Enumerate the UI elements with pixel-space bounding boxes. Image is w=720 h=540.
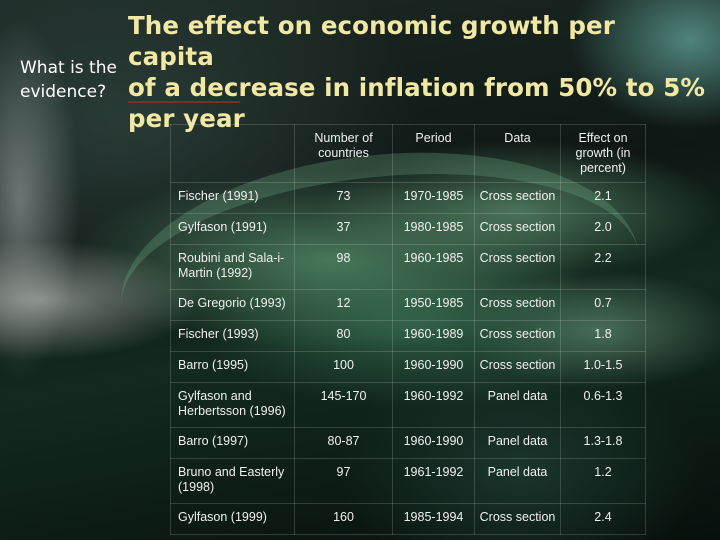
table-row: Roubini and Sala-i-Martin (1992) 98 1960… — [170, 244, 646, 290]
countries-cell: 98 — [294, 244, 393, 290]
period-cell: 1960-1989 — [392, 320, 475, 352]
column-header-period: Period — [392, 124, 475, 183]
period-cell: 1960-1990 — [392, 351, 475, 383]
table-row: De Gregorio (1993) 12 1950-1985 Cross se… — [170, 289, 646, 321]
effect-cell: 1.2 — [560, 458, 646, 504]
data-type-cell: Panel data — [474, 427, 561, 459]
column-header-countries: Number of countries — [294, 124, 393, 183]
countries-cell: 80-87 — [294, 427, 393, 459]
effect-cell: 2.2 — [560, 244, 646, 290]
table-row: Fischer (1991) 73 1970-1985 Cross sectio… — [170, 182, 646, 214]
table-row: Fischer (1993) 80 1960-1989 Cross sectio… — [170, 320, 646, 352]
countries-cell: 145-170 — [294, 382, 393, 428]
study-cell: Bruno and Easterly (1998) — [170, 458, 295, 504]
study-cell: De Gregorio (1993) — [170, 289, 295, 321]
effect-cell: 0.6-1.3 — [560, 382, 646, 428]
data-type-cell: Cross section — [474, 351, 561, 383]
effect-cell: 2.4 — [560, 503, 646, 535]
countries-cell: 160 — [294, 503, 393, 535]
title-underline — [128, 101, 240, 103]
countries-cell: 73 — [294, 182, 393, 214]
table-row: Barro (1995) 100 1960-1990 Cross section… — [170, 351, 646, 383]
data-type-cell: Panel data — [474, 382, 561, 428]
inflation-growth-table: Number of countries Period Data Effect o… — [170, 124, 646, 535]
data-type-cell: Cross section — [474, 320, 561, 352]
effect-cell: 2.0 — [560, 213, 646, 245]
study-cell: Barro (1997) — [170, 427, 295, 459]
period-cell: 1950-1985 — [392, 289, 475, 321]
data-type-cell: Cross section — [474, 182, 561, 214]
study-cell: Fischer (1993) — [170, 320, 295, 352]
study-cell: Gylfason and Herbertsson (1996) — [170, 382, 295, 428]
data-type-cell: Cross section — [474, 213, 561, 245]
effect-cell: 1.0-1.5 — [560, 351, 646, 383]
data-type-cell: Cross section — [474, 289, 561, 321]
table-row: Gylfason (1999) 160 1985-1994 Cross sect… — [170, 503, 646, 535]
period-cell: 1985-1994 — [392, 503, 475, 535]
question-label: What is the evidence? — [20, 58, 117, 102]
effect-cell: 1.8 — [560, 320, 646, 352]
countries-cell: 80 — [294, 320, 393, 352]
table-row: Bruno and Easterly (1998) 97 1961-1992 P… — [170, 458, 646, 504]
study-cell: Roubini and Sala-i-Martin (1992) — [170, 244, 295, 290]
data-type-cell: Cross section — [474, 503, 561, 535]
table-header-row: Number of countries Period Data Effect o… — [170, 124, 646, 183]
slide-header: What is the evidence? The effect on econ… — [0, 0, 720, 133]
period-cell: 1961-1992 — [392, 458, 475, 504]
period-cell: 1960-1992 — [392, 382, 475, 428]
countries-cell: 100 — [294, 351, 393, 383]
countries-cell: 12 — [294, 289, 393, 321]
column-header-data: Data — [474, 124, 561, 183]
column-header-effect: Effect on growth (in percent) — [560, 124, 646, 183]
effect-cell: 1.3-1.8 — [560, 427, 646, 459]
table-row: Gylfason (1991) 37 1980-1985 Cross secti… — [170, 213, 646, 245]
data-type-cell: Panel data — [474, 458, 561, 504]
study-cell: Barro (1995) — [170, 351, 295, 383]
study-cell: Fischer (1991) — [170, 182, 295, 214]
period-cell: 1970-1985 — [392, 182, 475, 214]
countries-cell: 97 — [294, 458, 393, 504]
study-cell: Gylfason (1999) — [170, 503, 295, 535]
slide-title: The effect on economic growth per capita… — [128, 11, 706, 133]
period-cell: 1960-1985 — [392, 244, 475, 290]
period-cell: 1960-1990 — [392, 427, 475, 459]
table-row: Gylfason and Herbertsson (1996) 145-170 … — [170, 382, 646, 428]
table-row: Barro (1997) 80-87 1960-1990 Panel data … — [170, 427, 646, 459]
effect-cell: 2.1 — [560, 182, 646, 214]
data-type-cell: Cross section — [474, 244, 561, 290]
column-header-study — [170, 124, 295, 183]
effect-cell: 0.7 — [560, 289, 646, 321]
period-cell: 1980-1985 — [392, 213, 475, 245]
countries-cell: 37 — [294, 213, 393, 245]
study-cell: Gylfason (1991) — [170, 213, 295, 245]
